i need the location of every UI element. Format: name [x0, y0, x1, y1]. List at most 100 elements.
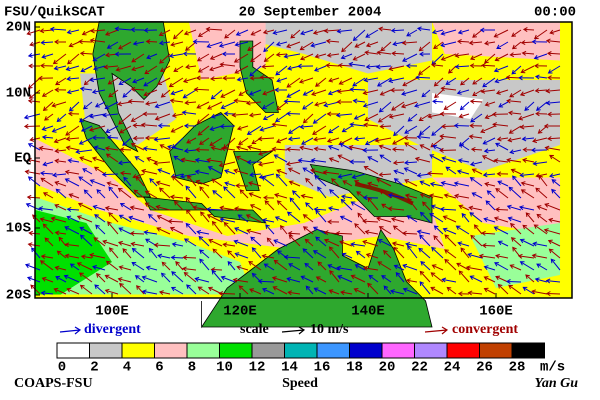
colorbar-tick-label: 4: [123, 360, 131, 376]
wind-vector: [63, 274, 80, 283]
wind-vector: [44, 113, 54, 121]
wind-vector: [454, 193, 470, 199]
wind-vector: [535, 111, 548, 117]
wind-vector: [419, 193, 431, 199]
wind-vector: [286, 276, 301, 283]
colorbar-swatch: [154, 342, 188, 359]
wind-vector: [145, 39, 158, 45]
wind-vector: [38, 206, 54, 212]
wind-vector: [402, 230, 418, 236]
wind-vector: [548, 248, 561, 259]
wind-vector: [103, 64, 119, 70]
wind-vector: [493, 158, 509, 164]
wind-vector: [250, 236, 262, 247]
wind-vector: [443, 193, 457, 199]
wind-vector: [405, 278, 418, 284]
wind-vector: [534, 88, 548, 94]
wind-vector: [493, 216, 509, 223]
wind-vector: [53, 137, 67, 144]
wind-vector: [354, 223, 366, 235]
wind-vector: [83, 189, 93, 199]
speed-patch: [35, 138, 445, 249]
wind-vector: [160, 272, 171, 283]
wind-vector: [51, 125, 67, 133]
wind-vector: [302, 101, 314, 110]
wind-vector: [264, 200, 275, 211]
wind-vector: [78, 113, 93, 123]
wind-vector: [262, 89, 275, 96]
wind-vector: [206, 214, 223, 223]
wind-vector: [404, 142, 418, 151]
wind-vector: [77, 202, 93, 211]
wind-vector: [512, 175, 522, 187]
wind-vector: [102, 112, 119, 118]
wind-vector: [483, 276, 496, 283]
wind-vector: [335, 112, 353, 118]
wind-vector: [173, 200, 184, 211]
wind-vector: [23, 123, 41, 129]
wind-vector: [261, 253, 275, 259]
wind-vector: [211, 269, 223, 283]
wind-vector: [471, 168, 483, 175]
wind-vector: [206, 41, 223, 49]
wind-vector: [262, 29, 275, 35]
wind-vector: [536, 213, 548, 223]
wind-vector: [494, 262, 509, 271]
wind-vector: [335, 230, 353, 236]
divergent-label: divergent: [84, 322, 141, 337]
wind-vector: [276, 101, 288, 111]
wind-vector: [532, 161, 548, 166]
wind-vector: [506, 204, 522, 211]
colorbar-tick-label: 12: [249, 360, 266, 376]
wind-vector: [170, 41, 184, 47]
wind-vector: [525, 212, 535, 223]
wind-vector: [55, 275, 67, 283]
wind-vector: [96, 273, 106, 283]
wind-vector: [336, 88, 353, 94]
wind-vector: [283, 98, 301, 104]
wind-vector: [327, 206, 340, 212]
wind-vector: [257, 278, 275, 284]
wind-vector: [506, 279, 522, 285]
wind-vector: [305, 177, 314, 187]
wind-vector: [108, 186, 119, 199]
wind-vector: [232, 277, 249, 283]
wind-vector: [195, 179, 210, 187]
wind-vector: [484, 181, 496, 187]
wind-vector: [258, 161, 275, 167]
wind-vector: [364, 229, 379, 235]
wind-vector: [547, 239, 561, 247]
wind-vector: [157, 168, 171, 175]
wind-vector: [236, 125, 249, 131]
speed-patch: [432, 177, 560, 236]
wind-vector: [453, 123, 470, 129]
wind-vector: [104, 101, 119, 110]
wind-vector: [304, 238, 314, 247]
wind-vector: [271, 146, 288, 152]
wind-vector: [224, 29, 236, 39]
wind-vector: [550, 258, 561, 271]
wind-vector: [246, 159, 262, 165]
wind-vector: [472, 89, 483, 96]
wind-vector: [92, 265, 106, 271]
wind-vector: [362, 147, 379, 153]
wind-vector: [406, 215, 418, 223]
wind-vector: [469, 123, 483, 129]
wind-vector: [23, 113, 41, 120]
wind-vector: [510, 222, 522, 235]
wind-vector: [535, 187, 548, 199]
wind-vector: [81, 29, 93, 36]
wind-vector: [352, 98, 366, 104]
wind-vector: [509, 89, 522, 98]
map-frame: [34, 21, 573, 299]
wind-vector: [41, 125, 54, 131]
wind-vector: [65, 136, 80, 142]
wind-vector: [130, 142, 145, 151]
wind-vector: [348, 61, 366, 67]
wind-vector: [273, 259, 288, 271]
colorbar-unit: m/s: [540, 360, 565, 376]
wind-vector: [403, 167, 418, 175]
wind-vector: [383, 285, 392, 295]
wind-vector: [106, 41, 119, 49]
wind-vector: [387, 193, 405, 199]
